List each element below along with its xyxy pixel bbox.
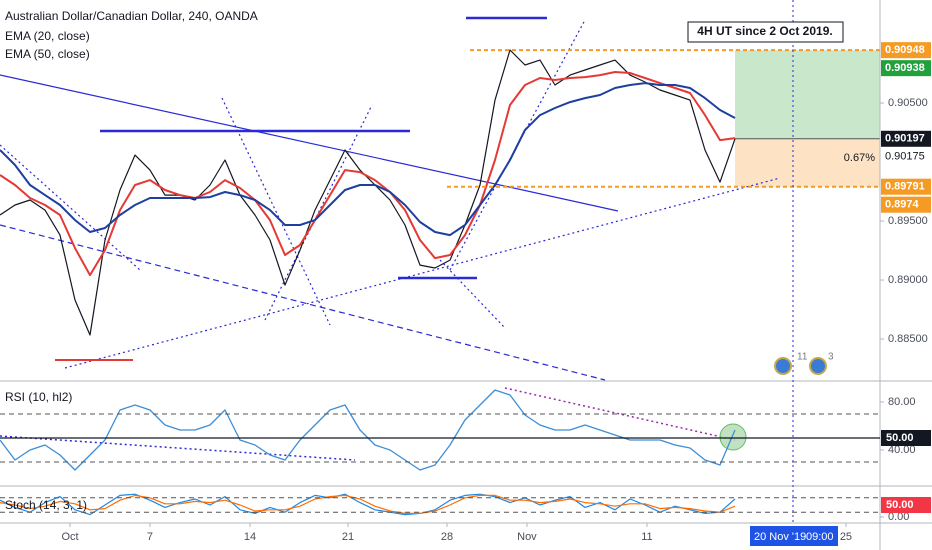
price-tag-bg [881,42,931,59]
cursor-time: 09:00 [806,531,834,543]
annotation-box [687,21,844,43]
price-tag-bg [881,196,931,213]
trend-line [439,259,506,329]
rsi-highlight [719,423,747,451]
trend-line [221,97,331,326]
x-tick-label: 11 [641,531,652,543]
panel-title: RSI (10, hl2) [5,390,72,404]
x-tick-label: Oct [61,531,78,543]
value-tag-bg [881,429,931,446]
trend-line [449,19,586,271]
x-tick-label: 14 [244,531,256,543]
trend-line [0,224,606,381]
series-line [0,493,736,516]
y-tick-label: 0.90500 [888,97,928,109]
y-tick-label: 0.88500 [888,333,928,345]
price-tag: 0.90197 [885,133,925,145]
value-tag: 50.00 [886,432,914,444]
event-count: 11 [797,352,808,363]
price-tag: 0.90948 [885,44,925,56]
trend-line [0,144,141,271]
y-tick-label: 40.00 [888,444,916,456]
event-marker[interactable] [809,357,827,375]
y-tick-label: 0.89000 [888,274,928,286]
price-tag-bg [881,178,931,195]
x-tick-label: 25 [840,531,852,543]
price-tag-bg [881,130,931,147]
cursor-date: 20 Nov '19 [754,531,806,543]
x-tick-label: Nov [517,531,537,543]
profit-zone [735,50,880,139]
price-line [0,49,736,336]
rsi-trend-line [504,387,736,441]
annotation: 4H UT since 2 Oct 2019. [697,24,832,38]
position-label: 0.67% [844,152,875,164]
panel-title: Australian Dollar/Canadian Dollar, 240, … [5,9,258,23]
event-count: 3 [828,352,834,363]
value-tag: 50.00 [886,499,914,511]
event-marker[interactable] [774,357,792,375]
loss-zone [735,138,880,187]
value-tag-bg [881,497,931,513]
x-tick-label: 7 [147,531,153,543]
trend-line [0,74,619,212]
price-tag: 0.89791 [885,181,925,193]
y-tick-label: 0.00 [888,511,909,523]
y-tick-label: 80.00 [888,396,916,408]
price-tag: 0.8974 [885,199,920,211]
series-line [0,494,736,514]
legend-entry: EMA (50, close) [5,47,90,61]
position-zones [735,50,880,187]
cursor-label-bg [750,526,838,546]
panel-title: Stoch (14, 3, 1) [5,498,87,512]
series-line [0,71,736,277]
price-tag-bg [881,60,931,77]
price-tag: 0.90938 [885,62,925,74]
x-tick-label: 28 [441,531,453,543]
trend-line [64,177,781,369]
series-line [0,82,736,237]
price-tag-bg [881,148,931,165]
x-tick-label: 21 [342,531,354,543]
legend-entry: EMA (20, close) [5,29,90,43]
rsi-trend-line [0,435,356,461]
y-tick-label: 0.89500 [888,215,928,227]
price-tag: 0.90175 [885,151,925,163]
